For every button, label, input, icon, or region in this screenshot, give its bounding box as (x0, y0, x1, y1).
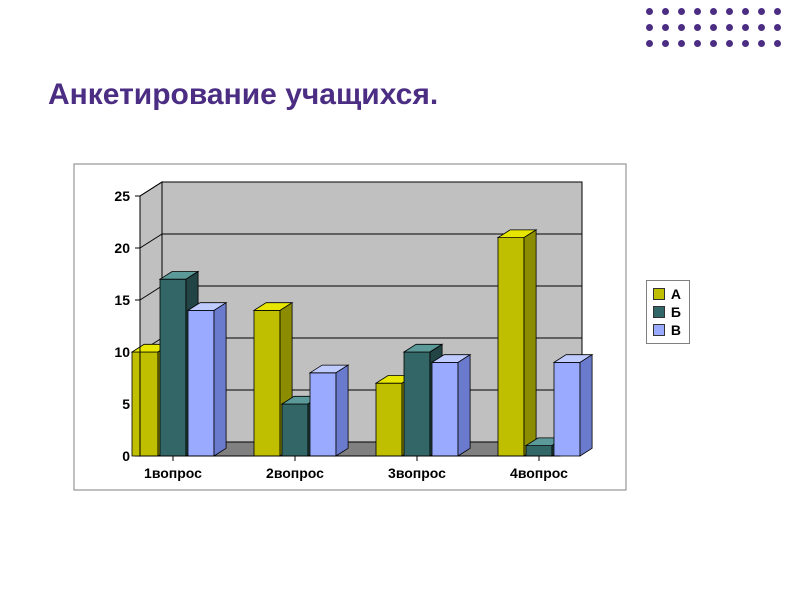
svg-text:3вопрос: 3вопрос (388, 465, 446, 481)
legend-label: Б (671, 303, 681, 321)
svg-text:25: 25 (114, 188, 130, 204)
legend-row: В (653, 321, 681, 339)
page-title: Анкетирование учащихся. (48, 78, 438, 112)
svg-text:10: 10 (114, 344, 130, 360)
corner-decorative-dots (646, 8, 784, 50)
chart-legend: АБВ (646, 280, 690, 344)
legend-swatch (653, 288, 665, 300)
svg-text:20: 20 (114, 240, 130, 256)
legend-swatch (653, 324, 665, 336)
survey-bar-chart: 0 5 10 15 20 25 1вопрос 2вопрос 3вопрос 4вопрос (70, 160, 630, 480)
legend-label: В (671, 321, 681, 339)
svg-text:4вопрос: 4вопрос (510, 465, 568, 481)
legend-row: Б (653, 303, 681, 321)
legend-row: А (653, 285, 681, 303)
svg-text:1вопрос: 1вопрос (144, 465, 202, 481)
svg-text:15: 15 (114, 292, 130, 308)
legend-swatch (653, 306, 665, 318)
svg-text:2вопрос: 2вопрос (266, 465, 324, 481)
legend-label: А (671, 285, 681, 303)
svg-text:5: 5 (122, 396, 130, 412)
chart-svg: 0 5 10 15 20 25 1вопрос 2вопрос 3вопрос 4вопрос (70, 160, 630, 500)
svg-text:0: 0 (122, 448, 130, 464)
